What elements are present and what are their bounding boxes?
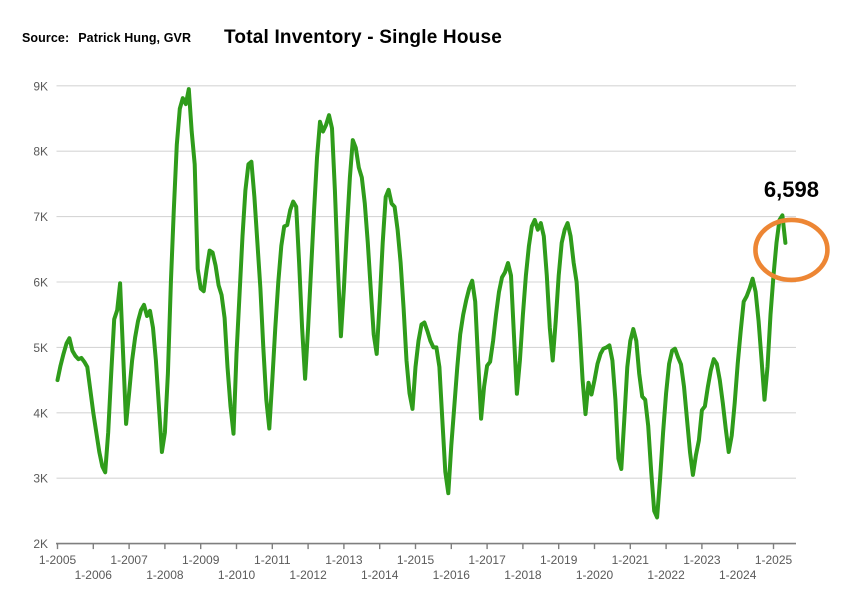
x-tick-label: 1-2006: [75, 568, 113, 582]
annotation-circle-icon: [753, 217, 830, 283]
x-tick-label: 1-2015: [397, 553, 435, 567]
x-tick-label: 1-2012: [289, 568, 327, 582]
x-tick-label: 1-2020: [576, 568, 614, 582]
x-tick-label: 1-2005: [39, 553, 77, 567]
x-tick-label: 1-2007: [110, 553, 148, 567]
x-tick-label: 1-2021: [612, 553, 650, 567]
y-tick-label: 9K: [33, 79, 48, 93]
x-tick-label: 1-2013: [325, 553, 363, 567]
x-tick-label: 1-2010: [218, 568, 256, 582]
source-credit: Source: Patrick Hung, GVR: [22, 31, 191, 45]
x-tick-label: 1-2025: [755, 553, 793, 567]
x-tick-label: 1-2024: [719, 568, 757, 582]
x-tick-label: 1-2019: [540, 553, 578, 567]
y-tick-label: 8K: [33, 145, 48, 159]
x-tick-label: 1-2011: [254, 553, 291, 567]
y-axis-labels: 2K 3K 4K 5K 6K 7K 8K 9K: [33, 79, 48, 551]
source-label: Source:: [22, 31, 70, 45]
inventory-series-line: [55, 87, 788, 520]
y-tick-label: 6K: [33, 276, 48, 290]
y-tick-label: 5K: [33, 341, 48, 355]
x-tick-label: 1-2017: [468, 553, 506, 567]
source-value: Patrick Hung, GVR: [78, 31, 192, 45]
y-tick-label: 3K: [33, 472, 48, 486]
x-tick-label: 1-2008: [146, 568, 184, 582]
annotation-value-label: 6,598: [764, 177, 819, 202]
x-tick-label: 1-2016: [433, 568, 471, 582]
x-axis: 1-20051-20061-20071-20081-20091-20101-20…: [39, 542, 796, 582]
y-tick-label: 2K: [33, 537, 48, 551]
chart-title: Total Inventory - Single House: [223, 27, 503, 48]
gridlines: [56, 85, 796, 479]
x-tick-label: 1-2009: [182, 553, 220, 567]
y-tick-label: 7K: [33, 210, 48, 224]
x-tick-label: 1-2023: [683, 553, 721, 567]
x-tick-label: 1-2022: [647, 568, 685, 582]
x-tick-label: 1-2018: [504, 568, 542, 582]
x-tick-label: 1-2014: [361, 568, 399, 582]
y-tick-label: 4K: [33, 406, 48, 420]
